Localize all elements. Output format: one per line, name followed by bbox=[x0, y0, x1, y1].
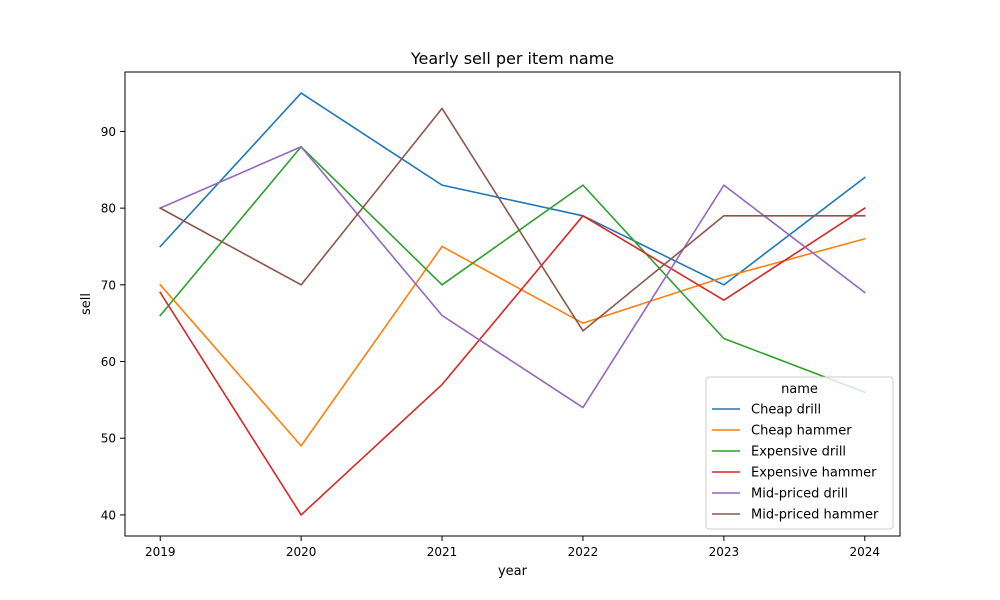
x-tick-label: 2024 bbox=[849, 545, 880, 559]
y-axis: 40 50 60 70 80 90 bbox=[101, 125, 125, 522]
y-tick-label: 90 bbox=[101, 125, 116, 139]
y-tick-label: 70 bbox=[101, 278, 116, 292]
x-tick-label: 2020 bbox=[286, 545, 317, 559]
series-line-expensive-drill bbox=[159, 145, 866, 394]
legend-label: Cheap drill bbox=[751, 403, 821, 418]
x-tick-label: 2019 bbox=[145, 545, 176, 559]
plot-frame bbox=[124, 71, 901, 537]
legend-label: Expensive drill bbox=[751, 445, 846, 460]
x-tick-label: 2022 bbox=[568, 545, 599, 559]
legend-label: Mid-priced drill bbox=[751, 487, 848, 502]
y-axis-label: sell bbox=[79, 293, 94, 315]
x-axis-label: year bbox=[498, 564, 528, 579]
legend-title: name bbox=[781, 382, 818, 397]
series-line-cheap-hammer bbox=[159, 237, 866, 447]
series-line-mid-priced-drill bbox=[159, 145, 866, 409]
series-line-mid-priced-hammer bbox=[159, 107, 866, 332]
legend-label: Cheap hammer bbox=[751, 424, 852, 439]
legend-box bbox=[705, 376, 894, 530]
y-tick-label: 50 bbox=[101, 432, 116, 446]
y-tick-label: 60 bbox=[101, 355, 116, 369]
plot-lines bbox=[159, 92, 866, 516]
series-line-expensive-hammer bbox=[159, 207, 866, 516]
chart-title: Yearly sell per item name bbox=[410, 49, 614, 68]
x-tick-label: 2023 bbox=[709, 545, 740, 559]
x-axis: 2019 2020 2021 2022 2023 2024 bbox=[145, 536, 880, 559]
legend: name Cheap drill Cheap hammer Expensive dr… bbox=[705, 376, 894, 530]
series-line-cheap-drill bbox=[159, 92, 866, 286]
y-tick-label: 40 bbox=[101, 508, 116, 522]
y-tick-label: 80 bbox=[101, 202, 116, 216]
legend-items: Cheap drill Cheap hammer Expensive drill Ex… bbox=[712, 403, 879, 523]
legend-label: Expensive hammer bbox=[751, 466, 877, 481]
x-tick-label: 2021 bbox=[427, 545, 458, 559]
legend-label: Mid-priced hammer bbox=[751, 508, 879, 523]
